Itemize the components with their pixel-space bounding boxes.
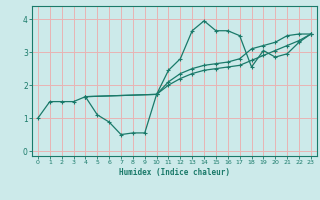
X-axis label: Humidex (Indice chaleur): Humidex (Indice chaleur) <box>119 168 230 177</box>
